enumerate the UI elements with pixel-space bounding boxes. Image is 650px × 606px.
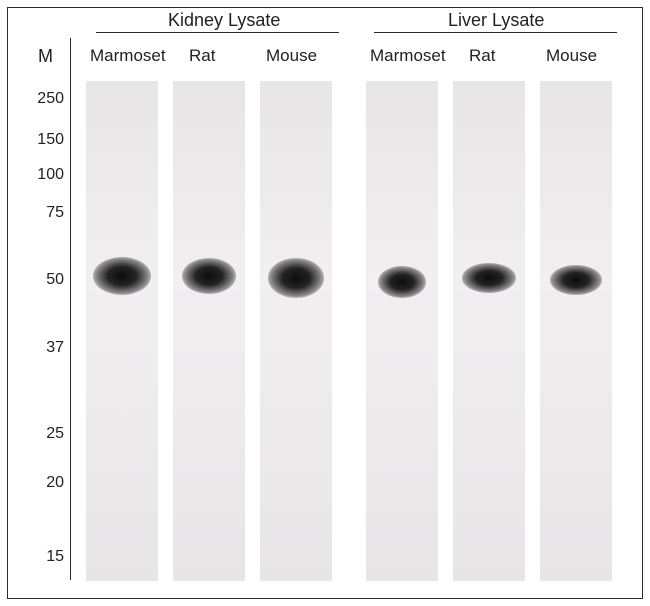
lane-label-5: Rat xyxy=(469,46,495,66)
lane-5 xyxy=(453,81,525,581)
mw-150: 150 xyxy=(16,131,64,149)
mw-37: 37 xyxy=(16,339,64,357)
band-lane-5 xyxy=(462,263,516,293)
mw-25: 25 xyxy=(16,425,64,443)
lane-4 xyxy=(366,81,438,581)
band-lane-1 xyxy=(93,257,151,295)
band-lane-4 xyxy=(378,266,426,298)
mw-15: 15 xyxy=(16,548,64,566)
lane-label-2: Rat xyxy=(189,46,215,66)
lane-label-6: Mouse xyxy=(546,46,597,66)
lane-3 xyxy=(260,81,332,581)
group-rule-kidney xyxy=(96,32,339,33)
mw-50: 50 xyxy=(16,271,64,289)
lane-6 xyxy=(540,81,612,581)
lane-label-4: Marmoset xyxy=(370,46,446,66)
mw-75: 75 xyxy=(16,204,64,222)
band-lane-6 xyxy=(550,265,602,295)
mw-250: 250 xyxy=(16,90,64,108)
group-rule-liver xyxy=(374,32,617,33)
lane-label-1: Marmoset xyxy=(90,46,166,66)
lane-2 xyxy=(173,81,245,581)
band-lane-2 xyxy=(182,258,236,294)
mw-100: 100 xyxy=(16,166,64,184)
mw-20: 20 xyxy=(16,474,64,492)
marker-column-letter: M xyxy=(38,46,53,67)
lane-1 xyxy=(86,81,158,581)
lane-label-3: Mouse xyxy=(266,46,317,66)
western-blot-figure: Kidney Lysate Liver Lysate M 250 150 100… xyxy=(7,7,643,599)
band-lane-3 xyxy=(268,258,324,298)
marker-axis-line xyxy=(70,38,71,580)
group-label-liver: Liver Lysate xyxy=(448,10,544,31)
group-label-kidney: Kidney Lysate xyxy=(168,10,280,31)
